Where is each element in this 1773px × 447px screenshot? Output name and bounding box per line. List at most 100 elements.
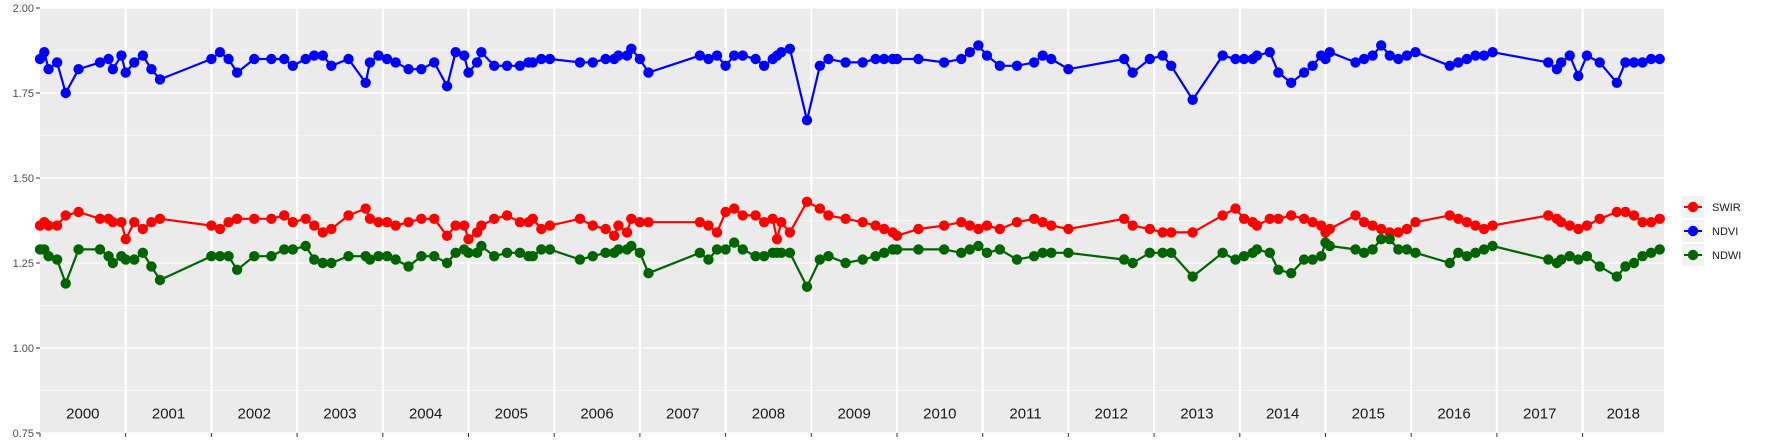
ndwi-point (1564, 251, 1575, 262)
y-tick-label: 1.25 (13, 258, 34, 270)
ndwi-point (1187, 271, 1198, 282)
ndwi-point (94, 244, 106, 255)
swir-point (416, 213, 427, 224)
legend: SWIR NDVI NDWI (1682, 196, 1741, 266)
swir-point (1358, 217, 1370, 228)
ndvi-point (1611, 77, 1623, 89)
swir-point (1273, 213, 1284, 224)
ndvi-point (544, 53, 556, 65)
ndwi-point (1127, 257, 1138, 269)
swir-point (120, 234, 131, 245)
swir-point (694, 217, 706, 228)
swir-point (364, 213, 376, 224)
swir-point (317, 227, 329, 238)
ndvi-point (249, 53, 260, 65)
ndwi-point (1401, 244, 1413, 255)
ndvi-point (1375, 40, 1387, 51)
ndwi-point (266, 251, 277, 262)
ndwi-point (1611, 271, 1623, 282)
ndvi-point (1645, 53, 1657, 65)
ndvi-point (154, 74, 166, 85)
ndwi-point (1628, 257, 1640, 269)
year-label: 2005 (495, 405, 528, 422)
ndvi-point (514, 60, 526, 71)
ndwi-point (870, 251, 881, 262)
ndvi-point (758, 60, 770, 71)
swir-point (390, 220, 401, 231)
swir-point (703, 220, 714, 231)
ndwi-point (373, 251, 384, 262)
swir-point (720, 206, 731, 218)
ndvi-point (1166, 60, 1177, 71)
swir-point (981, 220, 993, 231)
ndvi-point (266, 53, 277, 65)
ndvi-point (501, 60, 513, 71)
y-tick-label: 1.75 (13, 88, 34, 100)
ndwi-point (463, 247, 474, 258)
ndvi-point (1470, 50, 1481, 61)
year-label: 2004 (409, 405, 442, 422)
year-label: 2015 (1352, 405, 1385, 422)
ndvi-point (364, 57, 376, 68)
swir-point (309, 220, 320, 231)
ndwi-point (913, 244, 924, 255)
ndwi-point (711, 244, 723, 255)
ndwi-point (776, 247, 787, 258)
swir-point (1166, 227, 1177, 238)
swir-point (223, 217, 234, 228)
ndwi-point (823, 251, 834, 262)
swir-point (878, 223, 890, 235)
swir-point (287, 217, 299, 228)
ndvi-point (1384, 50, 1395, 61)
ndvi-point (1581, 50, 1593, 61)
ndwi-point (206, 251, 217, 262)
ndwi-point (1461, 251, 1473, 262)
ndwi-point (544, 244, 556, 255)
ndvi-point (857, 57, 868, 68)
ndvi-point (1628, 57, 1640, 68)
ndvi-point (1028, 57, 1040, 68)
ndwi-point (737, 244, 748, 255)
ndvi-point (441, 81, 453, 92)
ndvi-point (129, 57, 140, 68)
ndvi-point (416, 63, 427, 75)
ndvi-point (300, 53, 311, 65)
swir-point (154, 213, 166, 224)
ndwi-point (441, 257, 453, 269)
ndvi-point (476, 47, 487, 58)
horizontal-gridlines (40, 7, 1664, 434)
ndvi-point (1453, 57, 1464, 68)
swir-point (1555, 217, 1567, 228)
ndvi-point (1127, 67, 1138, 78)
ndwi-point (600, 247, 611, 258)
ndvi-point (43, 63, 54, 75)
swir-point (544, 220, 556, 231)
swir-point (634, 217, 646, 228)
ndwi-point (1324, 240, 1335, 252)
swir-point (964, 220, 976, 231)
year-label: 2016 (1437, 405, 1470, 422)
ndwi-point (309, 254, 320, 265)
ndvi-point (913, 53, 924, 65)
ndwi-point (326, 257, 337, 269)
year-label: 2000 (66, 405, 99, 422)
ndwi-point (231, 264, 243, 275)
swir-point (1401, 223, 1413, 235)
ndvi-point (317, 50, 329, 61)
ndvi-point (390, 57, 401, 68)
swir-point (1393, 227, 1404, 238)
swir-point (814, 203, 826, 214)
swir-point (994, 223, 1006, 235)
swir-point (621, 227, 633, 238)
ndvi-point (459, 50, 470, 61)
ndvi-point (373, 50, 384, 61)
swir-point (403, 217, 414, 228)
ndvi-point (223, 53, 234, 65)
ndvi-point (956, 53, 967, 65)
ndvi-point (1230, 53, 1241, 65)
ndwi-point (287, 244, 299, 255)
ndvi-point (231, 67, 243, 78)
ndwi-point (317, 257, 329, 269)
ndwi-point (1543, 254, 1554, 265)
ndvi-point (801, 115, 813, 126)
